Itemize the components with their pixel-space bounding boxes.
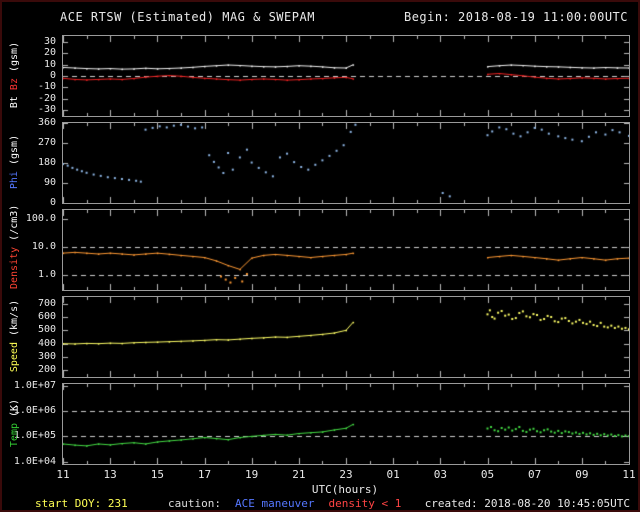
panel-mag (62, 35, 630, 117)
created-timestamp: created: 2018-08-20 10:45:05UTC (424, 497, 630, 510)
y-axis-title-part: Speed (9, 336, 20, 373)
x-tick-label: 23 (339, 468, 353, 481)
y-axis-title-part: Phi (9, 165, 20, 190)
y-axis-title-density: Density (/cm3) (8, 205, 22, 289)
y-axis-title-mag: Bt Bz (gsm) (8, 35, 22, 115)
y-tick-label-mag: 30 (43, 35, 56, 47)
panel-mag-canvas (63, 36, 629, 116)
y-axis-title-part: (/cm3) (9, 204, 20, 241)
y-tick-label-phi: 360 (37, 117, 56, 128)
y-tick-label-speed: 600 (37, 311, 56, 322)
y-tick-label-temp: 1.0E+04 (13, 455, 56, 467)
y-axis-title-part: Temp (9, 416, 20, 448)
y-tick-label-phi: 90 (43, 177, 56, 188)
y-axis-title-part: (km/s) (9, 299, 20, 336)
x-tick-label: 09 (575, 468, 589, 481)
panel-temp (62, 383, 630, 465)
y-tick-label-density: 100.0 (25, 212, 56, 224)
x-axis-title: UTC(hours) (311, 483, 379, 496)
y-axis-title-part: Density (9, 240, 20, 289)
y-tick-label-mag: 10 (43, 58, 56, 70)
y-tick-label-phi: 0 (49, 197, 56, 208)
y-tick-label-mag: -20 (37, 92, 56, 104)
page-title: ACE RTSW (Estimated) MAG & SWEPAM (60, 10, 315, 24)
caution-item: density < 1 (328, 497, 402, 510)
panel-phi-canvas (63, 123, 629, 203)
y-tick-label-phi: 270 (37, 137, 56, 148)
x-tick-label: 05 (480, 468, 495, 481)
y-axis-title-temp: Temp (K) (8, 383, 22, 463)
x-tick-label: 11 (622, 468, 636, 481)
y-axis-title-part: Bz (9, 72, 20, 91)
y-axis-title-part: (gsm) (9, 134, 20, 166)
x-tick-label: 19 (245, 468, 259, 481)
y-tick-label-speed: 200 (37, 364, 56, 376)
start-doy-label: start DOY: 231 (35, 497, 128, 510)
panel-density-canvas (63, 210, 629, 290)
y-tick-label-temp: 1.0E+06 (13, 405, 56, 417)
x-tick-label: 03 (433, 468, 447, 481)
x-tick-label: 21 (292, 468, 306, 481)
y-tick-label-mag: 20 (43, 47, 56, 59)
y-tick-label-temp: 1.0E+05 (13, 430, 56, 442)
x-tick-label: 17 (197, 468, 212, 481)
x-tick-label: 01 (386, 468, 400, 481)
y-axis-title-speed: Speed (km/s) (8, 296, 22, 376)
y-axis-title-part: (K) (9, 398, 20, 417)
y-tick-label-density: 1.0 (37, 269, 56, 281)
panel-speed (62, 296, 630, 378)
x-tick-label: 15 (150, 468, 164, 481)
caution-item: ACE maneuver (234, 497, 315, 510)
y-tick-label-mag: 0 (49, 70, 56, 81)
y-tick-label-phi: 180 (37, 157, 56, 168)
x-tick-label: 13 (103, 468, 117, 481)
x-tick-label: 07 (528, 468, 542, 481)
panel-temp-canvas (63, 384, 629, 464)
y-tick-label-mag: -30 (37, 104, 56, 116)
y-tick-label-mag: -10 (37, 81, 56, 93)
panel-density (62, 209, 630, 291)
begin-timestamp: Begin: 2018-08-19 11:00:00UTC (403, 10, 628, 24)
y-tick-label-speed: 500 (37, 324, 56, 336)
y-axis-title-part: Bt (9, 90, 20, 109)
caution-legend: caution: ACE maneuver density < 1 (168, 498, 401, 510)
y-tick-label-temp: 1.0E+07 (13, 379, 56, 391)
panel-speed-canvas (63, 297, 629, 377)
y-tick-label-speed: 300 (37, 351, 56, 362)
panel-phi (62, 122, 630, 204)
y-tick-label-density: 10.0 (31, 240, 56, 252)
caution-prefix: caution: (168, 497, 221, 510)
y-axis-title-part: (gsm) (9, 41, 20, 72)
y-axis-title-phi: Phi (gsm) (8, 122, 22, 202)
x-tick-label: 11 (56, 468, 70, 481)
y-tick-label-speed: 400 (37, 337, 56, 349)
y-tick-label-speed: 700 (37, 297, 56, 309)
